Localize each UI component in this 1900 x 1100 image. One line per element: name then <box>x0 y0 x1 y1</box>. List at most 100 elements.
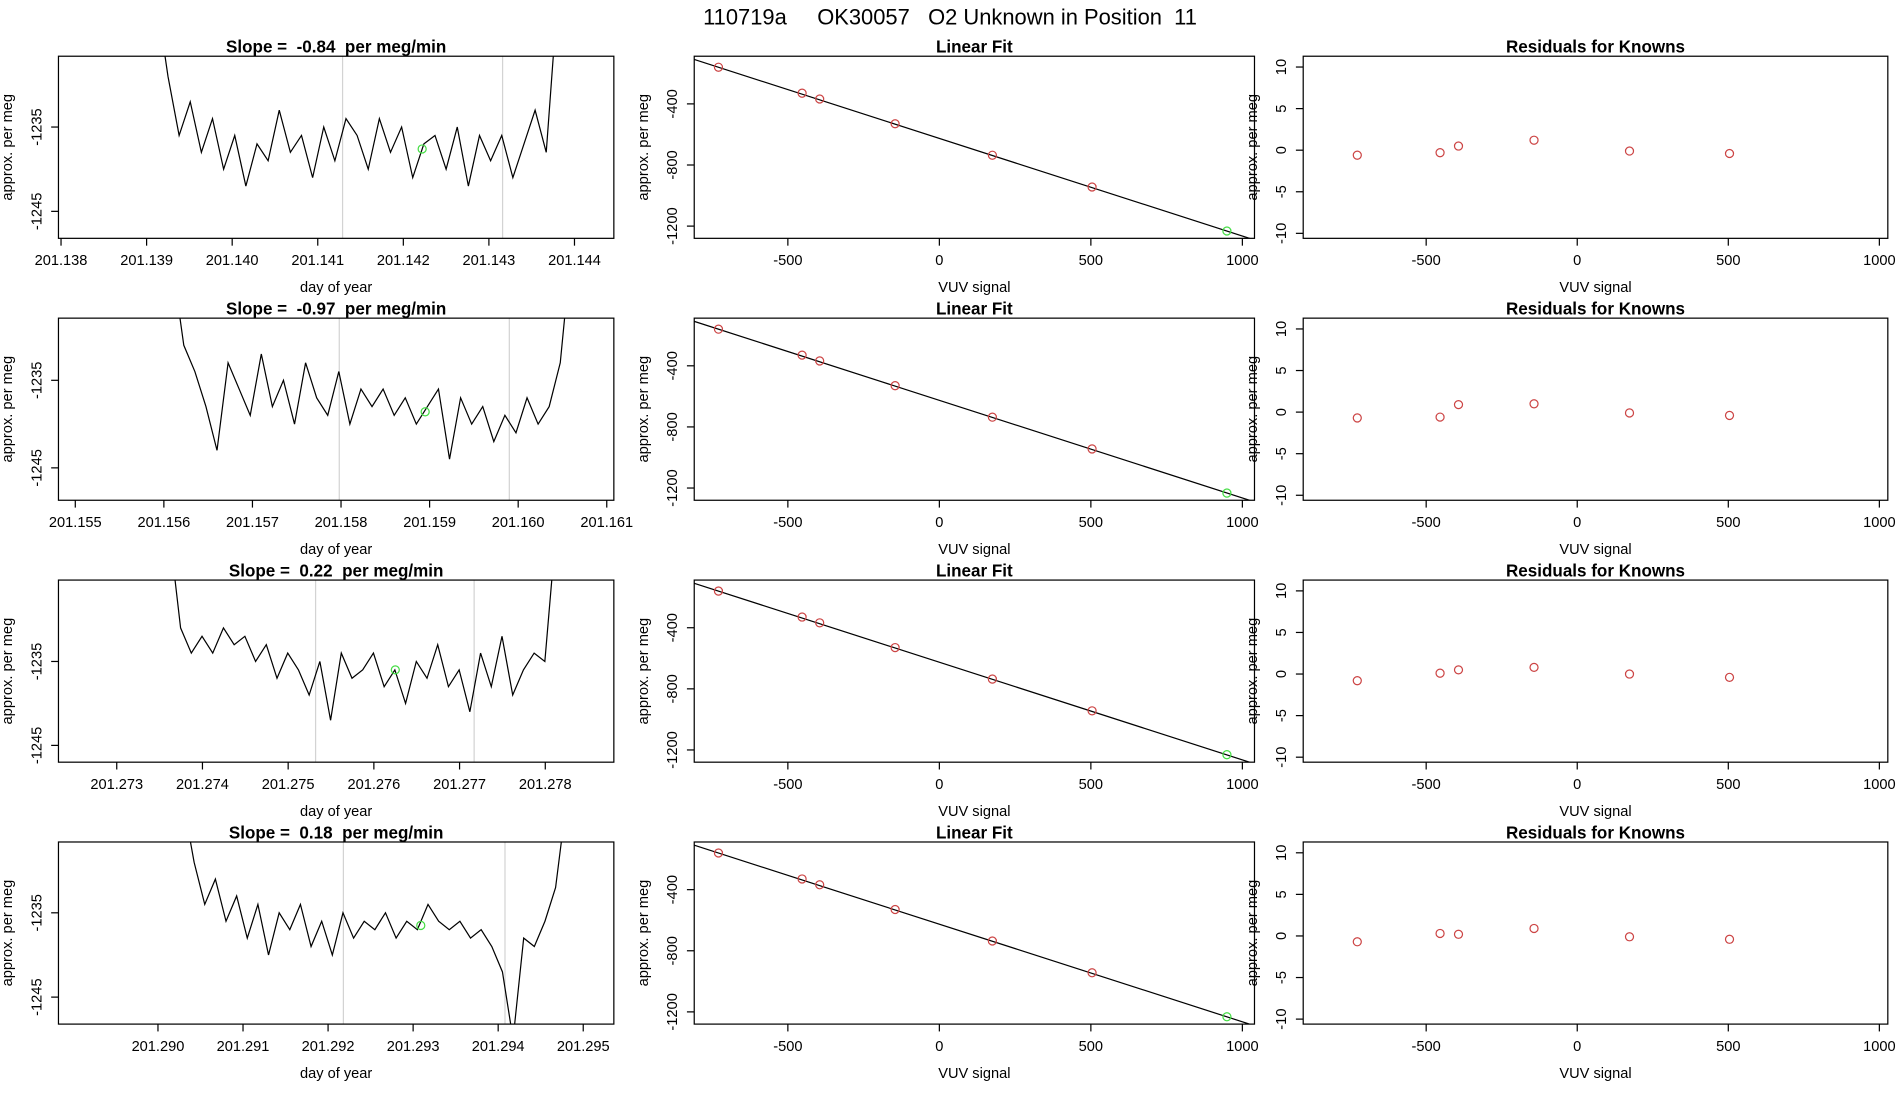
panel-title: Linear Fit <box>936 823 1013 842</box>
x-tick-label: 201.275 <box>262 777 315 793</box>
x-tick-label: -500 <box>773 515 802 531</box>
data-point <box>1352 937 1362 947</box>
data-point <box>815 356 825 366</box>
y-tick-label: -1235 <box>29 108 45 145</box>
panel: Slope = -0.84 per meg/min day of year appr… <box>0 38 615 296</box>
x-tick-label: 500 <box>1716 777 1740 793</box>
x-axis-label: VUV signal <box>1559 280 1631 296</box>
x-tick-label: 201.295 <box>557 1039 610 1055</box>
y-tick-label: 10 <box>1274 59 1290 75</box>
panel-title: Residuals for Knowns <box>1506 561 1685 580</box>
y-axis-label: approx. per meg <box>1245 618 1261 725</box>
fit-line <box>694 844 1252 1025</box>
x-tick-label: -500 <box>773 253 802 269</box>
y-tick-label: -800 <box>665 412 681 441</box>
x-tick-label: 201.276 <box>347 777 400 793</box>
x-tick-label: 201.157 <box>226 515 279 531</box>
x-axis-label: VUV signal <box>1559 804 1631 820</box>
x-tick-label: 201.141 <box>291 253 344 269</box>
x-tick-label: 500 <box>1079 777 1103 793</box>
panel-title: Slope = -0.97 per meg/min <box>226 299 446 318</box>
x-tick-label: 201.156 <box>137 515 190 531</box>
x-tick-label: -500 <box>773 1039 802 1055</box>
panel: Residuals for Knowns VUV signal approx. pe… <box>1245 38 1896 297</box>
panel: Linear Fit VUV signal approx. per meg -500 0… <box>636 38 1259 297</box>
plot-area <box>694 320 1252 501</box>
x-tick-label: 201.138 <box>35 253 88 269</box>
unknown-point <box>1222 226 1232 236</box>
y-axis-label: approx. per meg <box>1245 94 1261 201</box>
data-point <box>1529 399 1539 409</box>
plot-frame <box>1302 317 1889 501</box>
data-point <box>1724 148 1735 159</box>
x-tick-label: 201.292 <box>302 1039 355 1055</box>
data-point <box>1435 412 1445 422</box>
y-tick-label: -10 <box>1274 223 1290 244</box>
data-line <box>164 56 554 187</box>
plot-area <box>164 56 554 239</box>
data-point <box>1529 923 1539 934</box>
x-tick-label: 201.143 <box>463 253 516 269</box>
data-point <box>1435 928 1445 939</box>
y-tick-label: -400 <box>665 613 681 642</box>
data-point <box>815 880 825 890</box>
x-tick-label: 201.160 <box>492 515 545 531</box>
plot-area <box>694 58 1252 239</box>
plot-frame <box>693 579 1256 763</box>
data-point <box>1435 668 1445 678</box>
panel: Linear Fit VUV signal approx. per meg -500 0… <box>636 299 1259 558</box>
x-axis-label: VUV signal <box>938 542 1010 558</box>
x-tick-label: 201.277 <box>433 777 486 793</box>
x-tick-label: 500 <box>1079 515 1103 531</box>
y-tick-label: -1245 <box>29 449 45 486</box>
y-tick-label: -5 <box>1274 185 1290 198</box>
plot-area <box>1352 135 1735 160</box>
panel: Slope = 0.18 per meg/min day of year appro… <box>0 823 615 1082</box>
y-tick-label: 5 <box>1274 366 1290 374</box>
panel-title: Residuals for Knowns <box>1506 38 1685 57</box>
data-point <box>890 119 900 129</box>
plot-frame <box>693 841 1256 1025</box>
data-point <box>1624 932 1635 942</box>
y-tick-label: 0 <box>1274 670 1290 678</box>
y-tick-label: -1245 <box>29 978 45 1015</box>
y-tick-label: -1235 <box>29 643 45 680</box>
unknown-point <box>1222 750 1232 760</box>
y-tick-label: 10 <box>1274 321 1290 337</box>
plot-frame <box>693 317 1256 501</box>
plot-frame <box>57 841 615 1025</box>
y-tick-label: -5 <box>1274 971 1290 984</box>
y-axis-label: approx. per meg <box>0 618 16 725</box>
unknown-point <box>1222 1012 1232 1022</box>
y-axis-label: approx. per meg <box>0 94 16 201</box>
y-tick-label: -1245 <box>29 727 45 764</box>
x-tick-label: 500 <box>1716 253 1740 269</box>
y-tick-label: -1200 <box>665 207 681 244</box>
data-point <box>713 62 724 72</box>
y-axis-label: approx. per meg <box>636 94 652 201</box>
x-tick-label: -500 <box>1412 777 1441 793</box>
plot-frame <box>1302 841 1889 1025</box>
x-axis-label: day of year <box>300 542 372 558</box>
x-axis-label: day of year <box>300 1066 372 1082</box>
data-point <box>1087 706 1097 716</box>
x-tick-label: 201.273 <box>90 777 143 793</box>
data-point <box>890 642 900 653</box>
data-point <box>1453 665 1464 675</box>
x-tick-label: 500 <box>1716 1039 1740 1055</box>
x-tick-label: 0 <box>935 777 943 793</box>
panel: Residuals for Knowns VUV signal approx. pe… <box>1245 561 1896 820</box>
y-axis-label: approx. per meg <box>0 880 16 987</box>
y-tick-label: -1235 <box>29 894 45 931</box>
x-axis-label: VUV signal <box>938 1066 1010 1082</box>
y-tick-label: -1200 <box>665 469 681 506</box>
plot-frame <box>57 55 615 239</box>
y-tick-label: -1235 <box>29 362 45 399</box>
x-tick-label: 1000 <box>1863 1039 1895 1055</box>
x-tick-label: 201.291 <box>217 1039 270 1055</box>
plot-area <box>694 582 1252 763</box>
fit-line <box>694 582 1252 763</box>
y-axis-label: approx. per meg <box>1245 356 1261 463</box>
panel-title: Residuals for Knowns <box>1506 823 1685 842</box>
data-point <box>1624 408 1635 418</box>
